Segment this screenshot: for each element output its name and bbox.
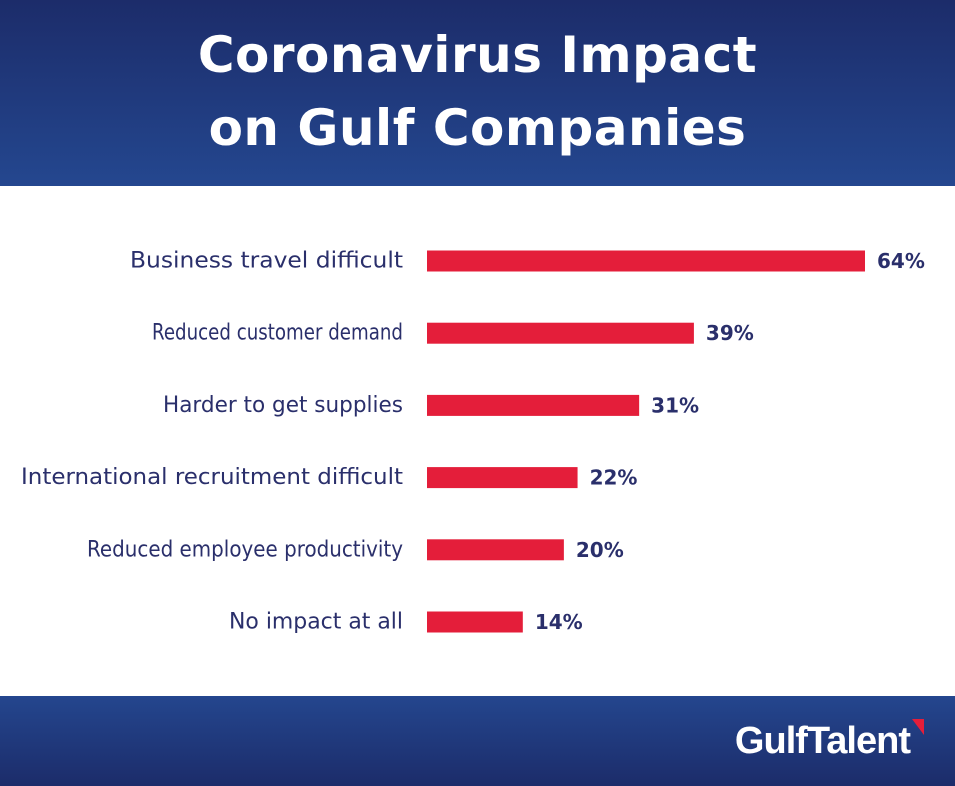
logo-text: GulfTalent [734, 720, 911, 762]
bar [427, 539, 564, 561]
category-label: No impact at all [229, 610, 403, 635]
page-title-line-2: on Gulf Companies [208, 99, 747, 157]
category-label: Reduced customer demand [152, 321, 403, 346]
category-label: International recruitment difficult [21, 465, 403, 490]
value-label: 31% [651, 393, 699, 417]
category-label: Business travel difficult [130, 249, 403, 274]
category-label: Reduced employee productivity [87, 537, 403, 562]
gulftalent-logo: GulfTalent [735, 718, 925, 764]
bar [427, 467, 578, 489]
bar [427, 322, 694, 344]
bar [427, 394, 640, 416]
bar [427, 611, 523, 633]
bar-chart-svg: Business travel difficult 64% Reduced cust… [21, 249, 925, 635]
bar-chart: Business travel difficult 64% Reduced cust… [0, 186, 955, 696]
value-label: 22% [590, 466, 638, 490]
page-title-line-1: Coronavirus Impact [197, 26, 758, 84]
value-label: 20% [576, 538, 624, 562]
value-label: 14% [535, 610, 583, 634]
value-label: 39% [706, 321, 754, 345]
category-label: Harder to get supplies [163, 393, 403, 418]
header-banner: Coronavirus Impact on Gulf Companies [0, 0, 955, 186]
logo-accent-icon [912, 719, 924, 735]
footer-banner: GulfTalent [0, 696, 955, 786]
value-label: 64% [877, 249, 925, 273]
bar [427, 250, 865, 272]
